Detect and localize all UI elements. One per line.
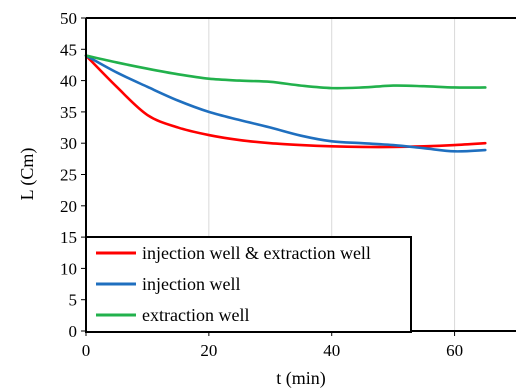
legend-box [85, 236, 412, 333]
series-line-3 [84, 54, 487, 90]
y-tick-label-10: 50 [60, 9, 77, 28]
legend-label-3: extraction well [142, 305, 249, 325]
series-line-2 [84, 54, 487, 153]
y-tick-label-7: 35 [60, 103, 77, 122]
legend-label-2: injection well [142, 274, 240, 294]
x-tick-label-0: 0 [82, 341, 91, 360]
series-layer [84, 54, 487, 153]
legend: injection well & extraction well injecti… [85, 236, 412, 333]
y-tick-label-2: 10 [60, 259, 77, 278]
x-tick-label-1: 20 [200, 341, 217, 360]
y-tick-label-5: 25 [60, 166, 77, 185]
x-tick-label-3: 60 [446, 341, 463, 360]
y-tick-label-1: 5 [69, 291, 78, 310]
x-tick-labels: 0 20 40 60 [82, 331, 463, 360]
series-line-1 [84, 54, 487, 149]
x-axis-title: t (min) [276, 368, 326, 389]
y-tick-label-9: 45 [60, 40, 77, 59]
y-axis-title: L (Cm) [17, 148, 38, 201]
y-tick-label-8: 40 [60, 72, 77, 91]
y-tick-label-4: 20 [60, 197, 77, 216]
y-tick-label-6: 30 [60, 134, 77, 153]
y-tick-label-0: 0 [69, 322, 78, 341]
y-tick-labels: 0 5 10 15 20 25 30 35 40 45 50 [60, 9, 86, 341]
legend-label-1: injection well & extraction well [142, 243, 371, 263]
x-tick-label-2: 40 [323, 341, 340, 360]
y-tick-label-3: 15 [60, 228, 77, 247]
